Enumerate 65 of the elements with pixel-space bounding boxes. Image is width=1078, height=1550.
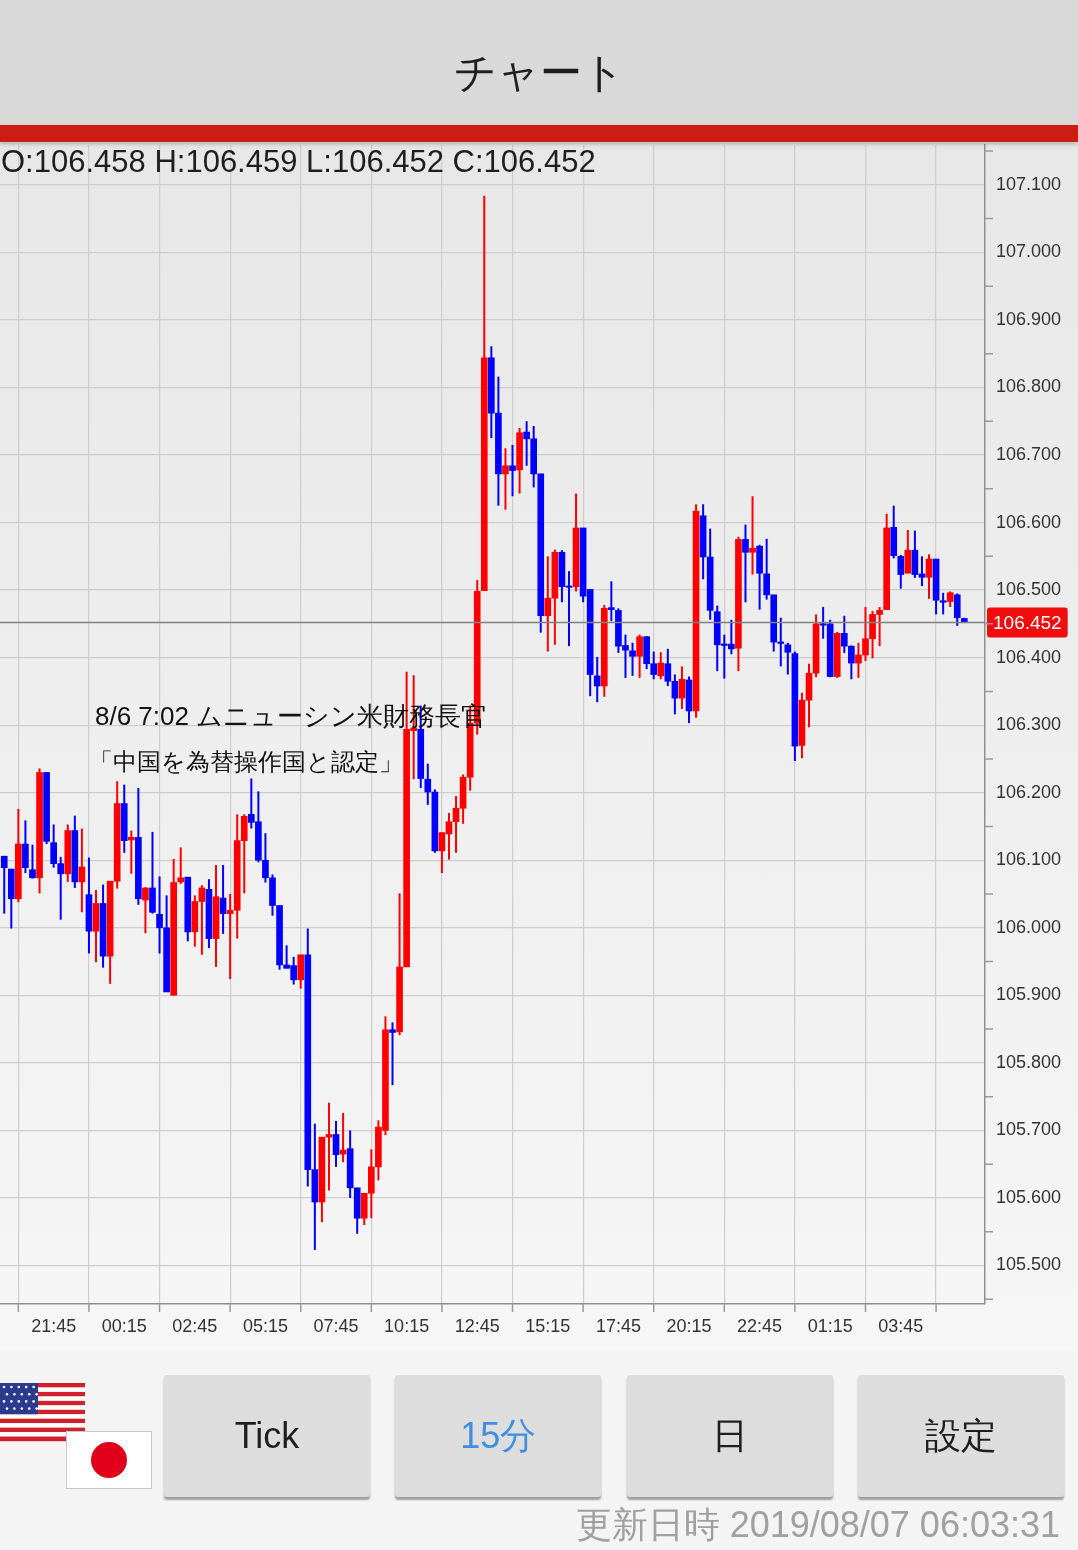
candlestick — [749, 495, 756, 576]
x-tick-label: 10:15 — [384, 1315, 430, 1336]
y-tick-label: 106.700 — [996, 443, 1062, 464]
candlestick — [848, 644, 855, 681]
y-tick-label: 105.800 — [996, 1051, 1062, 1072]
candlestick — [29, 843, 36, 880]
y-tick-label: 107.000 — [996, 241, 1062, 262]
y-tick-label: 106.000 — [996, 916, 1062, 937]
candlestick — [593, 655, 601, 704]
x-tick-label: 00:15 — [101, 1315, 147, 1336]
candlestick — [925, 553, 933, 600]
candlestick — [177, 846, 185, 885]
text: 更新日時 2019/08/07 06:03:31 — [575, 1504, 1060, 1545]
x-tick-label: 07:45 — [313, 1315, 359, 1336]
x-tick-label: 15:15 — [525, 1315, 571, 1336]
candlestick — [424, 762, 432, 806]
annotation: O:106.458 H:106.459 L:106.452 C:106.452 — [1, 143, 596, 179]
chart-title: チャート — [453, 47, 625, 98]
y-tick-label: 105.600 — [996, 1186, 1062, 1207]
y-tick-label: 106.200 — [996, 781, 1062, 802]
annotation: 「中国を為替操作国と認定」 — [89, 747, 403, 775]
y-tick-label: 106.100 — [996, 849, 1062, 870]
candlestick — [127, 829, 135, 875]
x-tick-label: 02:45 — [172, 1315, 218, 1336]
candlestick — [897, 553, 905, 590]
y-tick-label: 106.400 — [996, 646, 1062, 667]
x-tick-label: 03:45 — [878, 1315, 924, 1336]
y-tick-label: 106.500 — [996, 579, 1062, 600]
candlestick — [608, 580, 615, 623]
text: 日 — [711, 1413, 748, 1458]
y-tick-label: 106.300 — [996, 714, 1062, 735]
candlestick — [953, 592, 961, 627]
y-tick-label: 106.600 — [996, 511, 1062, 532]
y-tick-label: 106.800 — [996, 376, 1062, 397]
candlestick — [502, 447, 509, 511]
text: 設定 — [924, 1413, 997, 1458]
candlestick — [742, 523, 749, 604]
candlestick — [784, 641, 792, 676]
candlestick — [0, 855, 8, 915]
candlestick — [142, 886, 149, 935]
candlestick — [332, 1119, 340, 1168]
candlestick — [840, 614, 848, 654]
y-tick-label: 106.900 — [996, 308, 1062, 329]
candlestick — [855, 641, 862, 679]
candlestick — [777, 616, 785, 668]
ref-line-label: 106.452 — [993, 611, 1062, 633]
candlestick — [389, 1021, 396, 1087]
x-tick-label: 21:45 — [31, 1315, 77, 1336]
x-tick-label: 17:45 — [595, 1315, 641, 1336]
candlestick — [509, 443, 516, 498]
candlestick — [657, 651, 665, 681]
text: 15分 — [460, 1413, 537, 1458]
text: Tick — [234, 1415, 300, 1457]
y-tick-label: 107.100 — [996, 173, 1062, 194]
x-tick-label: 12:45 — [454, 1315, 500, 1336]
x-tick-label: 22:45 — [737, 1315, 783, 1336]
candlestick — [636, 633, 643, 679]
candlestick — [904, 528, 912, 575]
y-tick-label: 105.500 — [996, 1254, 1062, 1275]
candlestick — [629, 641, 636, 677]
x-tick-label: 20:15 — [666, 1315, 712, 1336]
x-tick-label: 05:15 — [242, 1315, 288, 1336]
y-tick-label: 105.700 — [996, 1119, 1062, 1140]
x-tick-label: 01:15 — [807, 1315, 853, 1336]
y-tick-label: 105.900 — [996, 984, 1062, 1005]
